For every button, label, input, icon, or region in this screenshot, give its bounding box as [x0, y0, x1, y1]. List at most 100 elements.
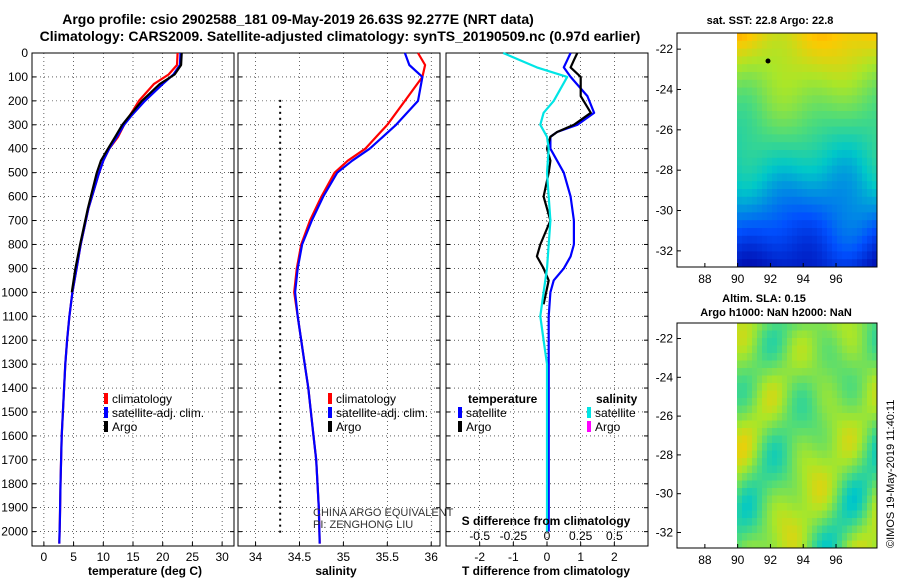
map-cell: [762, 33, 768, 42]
map-cell: [737, 458, 743, 466]
map-cell: [767, 259, 773, 268]
map-cell: [852, 525, 858, 534]
map-cell: [817, 480, 823, 489]
map-cell: [802, 142, 808, 151]
map-cell: [787, 495, 793, 504]
map-cell: [837, 142, 843, 151]
map-cell: [827, 157, 833, 167]
map-cell: [867, 368, 873, 376]
map-cell: [847, 228, 853, 237]
map-cell: [862, 142, 868, 151]
map-cell: [767, 368, 773, 376]
map-cell: [762, 540, 768, 549]
map-cell: [807, 40, 813, 50]
map-cell: [797, 330, 803, 339]
map-cell: [802, 111, 808, 120]
map-cell: [767, 540, 773, 549]
argo-dot: [279, 494, 282, 497]
map-cell: [812, 420, 818, 429]
argo-dot: [279, 195, 282, 198]
map-cell: [827, 204, 833, 213]
map-cell: [827, 40, 833, 50]
map-cell: [737, 338, 743, 346]
map-cell: [757, 510, 763, 519]
map-cell: [762, 64, 768, 73]
map-cell: [807, 181, 813, 190]
depth-tick-label: 400: [8, 142, 28, 156]
map-cell: [797, 72, 803, 81]
map-cell: [837, 338, 843, 346]
map-cell: [822, 398, 828, 406]
salinity-argo-dots: [279, 99, 282, 533]
map-cell: [817, 525, 823, 534]
map-cell: [847, 64, 853, 73]
map-cell: [802, 134, 808, 143]
map-cell: [817, 518, 823, 526]
map-cell: [847, 405, 853, 414]
map-cell: [752, 450, 758, 459]
map-cell: [747, 360, 753, 369]
map-cell: [832, 330, 838, 339]
argo-dot: [279, 446, 282, 449]
map-cell: [832, 157, 838, 167]
argo-dot: [279, 399, 282, 402]
depth-tick-label: 1500: [1, 405, 28, 419]
map-cell: [847, 353, 853, 361]
legend-argo-swatch: [104, 421, 108, 432]
argo-dot: [279, 135, 282, 138]
map-cell: [812, 72, 818, 81]
map-cell: [832, 480, 838, 489]
argo-dot: [279, 470, 282, 473]
difference-xlabel: T difference from climatology: [462, 564, 630, 578]
map-cell: [762, 95, 768, 104]
map-cell: [772, 220, 778, 229]
map-cell: [797, 503, 803, 511]
map-cell: [767, 228, 773, 237]
map-cell: [852, 510, 858, 519]
map-cell: [847, 390, 853, 399]
map-cell: [822, 111, 828, 120]
map-cell: [852, 518, 858, 526]
map-cell: [802, 428, 808, 436]
map-cell: [772, 323, 778, 331]
map-cell: [792, 375, 798, 384]
map-cell: [737, 165, 743, 174]
map-cell: [852, 235, 858, 245]
map-cell: [767, 111, 773, 120]
map-cell: [812, 345, 818, 354]
map-cell: [757, 443, 763, 451]
map-cell: [812, 375, 818, 384]
map-cell: [802, 243, 808, 252]
map-cell: [747, 398, 753, 406]
map-cell: [852, 473, 858, 481]
lat-tick-label: -26: [656, 123, 674, 137]
map-cell: [802, 64, 808, 73]
map-cell: [842, 181, 848, 190]
map-cell: [752, 142, 758, 151]
map-cell: [762, 525, 768, 534]
map-cell: [762, 134, 768, 143]
map-cell: [817, 33, 823, 42]
map-cell: [872, 48, 878, 57]
imos-stamp: ©IMOS 19-May-2019 11:40:11: [885, 400, 897, 548]
map-cell: [777, 323, 783, 331]
map-cell: [797, 111, 803, 120]
map-cell: [807, 368, 813, 376]
map-cell: [812, 360, 818, 369]
map-cell: [832, 126, 838, 135]
map-cell: [737, 150, 743, 159]
map-cell: [757, 398, 763, 406]
argo-dot: [279, 189, 282, 192]
map-cell: [827, 495, 833, 504]
map-cell: [842, 525, 848, 534]
map-cell: [822, 56, 828, 65]
map-cell: [777, 118, 783, 128]
map-cell: [747, 323, 753, 331]
x-tick-label: 30: [215, 550, 229, 564]
map-cell: [777, 383, 783, 391]
map-cell: [852, 228, 858, 237]
map-cell: [827, 450, 833, 459]
map-cell: [737, 48, 743, 57]
map-cell: [757, 465, 763, 474]
map-cell: [802, 259, 808, 268]
